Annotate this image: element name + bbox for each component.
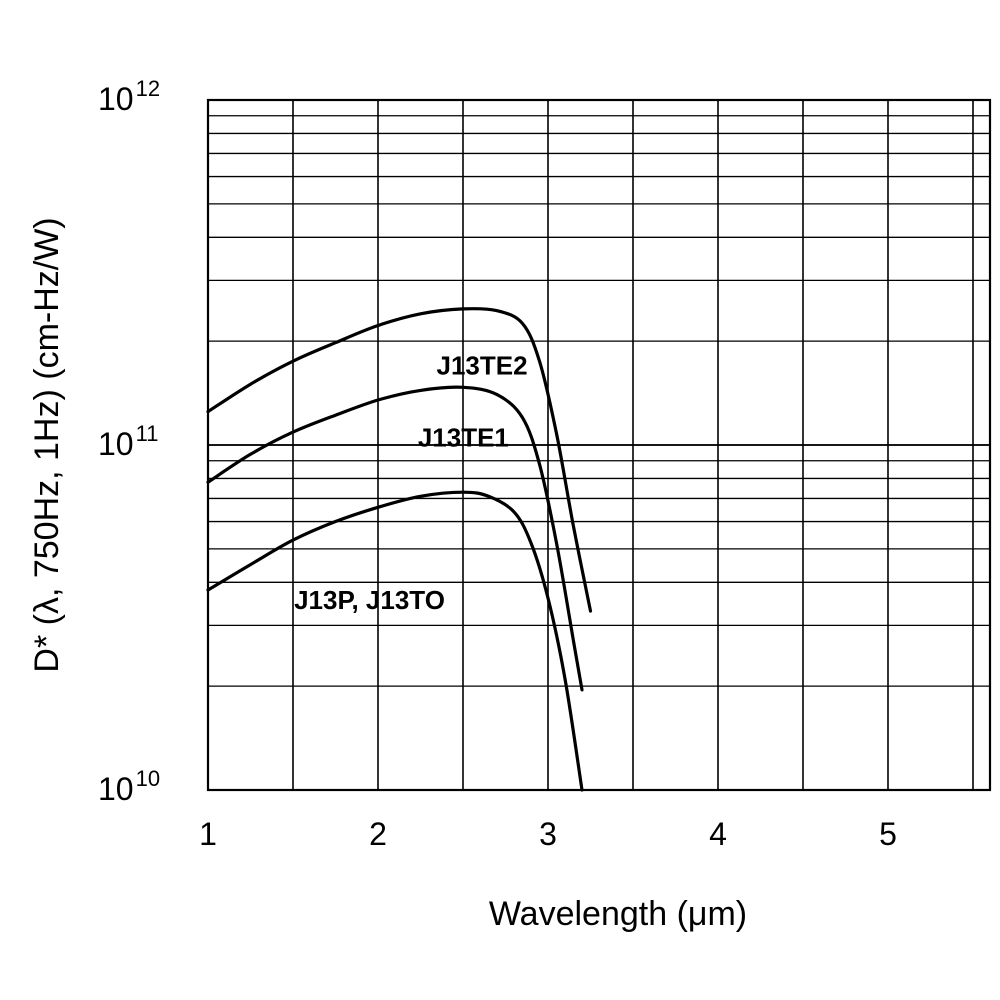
x-tick-label: 1 — [199, 816, 217, 852]
y-axis-title: D* (λ, 750Hz, 1Hz) (cm-Hz/W) — [28, 217, 66, 672]
series-label: J13TE2 — [437, 350, 528, 380]
series-labels: J13TE2 J13TE1 J13P, J13TO — [294, 350, 528, 615]
y-tick-label: 1010 — [98, 766, 160, 807]
x-tick-label: 5 — [879, 816, 897, 852]
x-axis-title: Wavelength (μm) — [489, 895, 747, 933]
y-tick-label: 1012 — [98, 76, 160, 117]
series-line-2 — [206, 490, 584, 792]
y-tick-label: 1011 — [98, 421, 158, 462]
series-label: J13TE1 — [418, 423, 509, 453]
x-tick-label: 3 — [539, 816, 557, 852]
x-tick-label: 4 — [709, 816, 727, 852]
series-line-0 — [206, 307, 593, 613]
plot-grid — [206, 98, 992, 792]
series-label: J13P, J13TO — [294, 585, 445, 615]
series-line-1 — [206, 385, 584, 692]
x-tick-label: 2 — [369, 816, 387, 852]
series-curves — [206, 307, 593, 792]
tick-labels: 1 2 3 4 5 1012 1011 1010 — [98, 76, 897, 852]
